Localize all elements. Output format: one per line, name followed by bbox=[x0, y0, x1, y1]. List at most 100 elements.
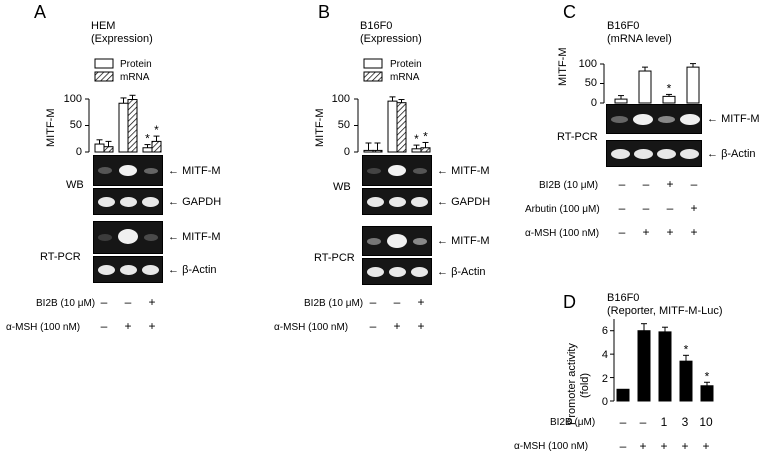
treat-sign: + bbox=[690, 201, 698, 215]
treat-sign: – bbox=[100, 319, 108, 333]
y-axis-label: MITF-M bbox=[45, 109, 57, 147]
rt-pcr-label: RT-PCR bbox=[314, 252, 355, 264]
treat-sign: + bbox=[702, 439, 710, 453]
blot-mitf-m-rt bbox=[606, 104, 702, 134]
legend-mrna-swatch bbox=[363, 71, 383, 82]
blot-label-mitf-m-rt: ← MITF-M bbox=[168, 231, 221, 243]
treat-msh-label: α-MSH (100 nM) bbox=[6, 322, 81, 333]
legend-mrna-label: mRNA bbox=[120, 72, 150, 83]
panel-d-cell: B16F0 bbox=[607, 292, 640, 304]
blot-label-beta-actin: ← β-Actin bbox=[168, 264, 217, 276]
blot-label-mitf-m: ← MITF-M bbox=[707, 113, 760, 125]
panel-d-condition: (Reporter, MITF-M-Luc) bbox=[607, 305, 723, 317]
blot-label-beta-actin: ← β-Actin bbox=[707, 148, 756, 160]
treat-msh-label: α-MSH (100 nM) bbox=[525, 228, 600, 239]
treat-sign: – bbox=[369, 319, 377, 333]
treat-sign: – bbox=[619, 415, 627, 429]
wb-label: WB bbox=[333, 181, 351, 193]
panel-a-cell: HEM bbox=[91, 20, 116, 32]
treat-bi2b-label: BI2B (μM) bbox=[550, 417, 596, 428]
blot-label-gapdh: ← GAPDH bbox=[437, 196, 491, 208]
treat-sign: + bbox=[666, 225, 674, 239]
y-tick-label: 50 bbox=[585, 77, 597, 89]
legend-protein-swatch bbox=[363, 58, 383, 69]
treat-sign: – bbox=[393, 295, 401, 309]
treat-sign: + bbox=[642, 225, 650, 239]
treat-sign: + bbox=[417, 295, 425, 309]
treat-sign: + bbox=[666, 177, 674, 191]
blot-gapdh-wb bbox=[93, 188, 163, 215]
treat-sign: 10 bbox=[699, 415, 713, 429]
blot-beta-actin-rt bbox=[606, 140, 702, 167]
bar bbox=[679, 360, 693, 402]
panel-c-cell: B16F0 bbox=[607, 20, 640, 32]
panel-d-letter: D bbox=[563, 292, 576, 312]
bar bbox=[637, 330, 651, 402]
blot-gapdh-wb bbox=[362, 188, 432, 215]
treat-bi2b-label: BI2B (10 μM) bbox=[36, 298, 96, 309]
y-tick-label: 0 bbox=[76, 146, 82, 158]
panel-b-letter: B bbox=[318, 2, 331, 22]
y-tick-label: 100 bbox=[64, 93, 82, 105]
treat-sign: + bbox=[148, 295, 156, 309]
treat-msh-label: α-MSH (100 nM) bbox=[514, 441, 589, 452]
treat-sign: – bbox=[666, 201, 674, 215]
treat-bi2b-label: BI2B (10 μM) bbox=[539, 180, 599, 191]
y-tick-label: 50 bbox=[338, 119, 350, 131]
panel-b-condition: (Expression) bbox=[360, 33, 422, 45]
blot-label-mitf-m: ← MITF-M bbox=[437, 165, 490, 177]
blot-mitf-m-rt bbox=[93, 221, 163, 254]
blot-label-beta-actin: ← β-Actin bbox=[437, 266, 486, 278]
treat-arbutin-label: Arbutin (100 μM) bbox=[525, 204, 600, 215]
blot-label-gapdh: ← GAPDH bbox=[168, 196, 222, 208]
panel-c-letter: C bbox=[563, 2, 576, 22]
y-axis-label-unit: (fold) bbox=[579, 373, 591, 398]
y-tick-label: 4 bbox=[602, 349, 608, 361]
panel-c-condition: (mRNA level) bbox=[607, 33, 672, 45]
panel-a-condition: (Expression) bbox=[91, 33, 153, 45]
blot-mitf-m-wb bbox=[362, 155, 432, 186]
significance-star: * bbox=[423, 129, 428, 143]
blot-mitf-m-rt bbox=[362, 226, 432, 256]
y-tick-label: 100 bbox=[579, 58, 597, 70]
treat-sign: + bbox=[417, 319, 425, 333]
significance-star: * bbox=[684, 342, 689, 356]
significance-star: * bbox=[414, 132, 419, 146]
significance-star: * bbox=[667, 81, 672, 95]
legend-protein-label: Protein bbox=[390, 59, 422, 70]
treat-sign: – bbox=[100, 295, 108, 309]
treat-sign: + bbox=[660, 439, 668, 453]
treat-sign: – bbox=[618, 177, 626, 191]
treat-sign: + bbox=[124, 319, 132, 333]
treat-sign: – bbox=[619, 439, 627, 453]
y-tick-label: 100 bbox=[332, 93, 350, 105]
y-tick-label: 2 bbox=[602, 373, 608, 385]
panel-b-cell: B16F0 bbox=[360, 20, 393, 32]
treat-sign: 3 bbox=[681, 415, 689, 429]
legend-mrna-swatch bbox=[94, 71, 114, 82]
rt-pcr-label: RT-PCR bbox=[40, 251, 81, 263]
treat-sign: – bbox=[642, 201, 650, 215]
y-tick-label: 0 bbox=[344, 146, 350, 158]
y-tick-label: 50 bbox=[70, 119, 82, 131]
treat-sign: – bbox=[618, 201, 626, 215]
rt-pcr-label: RT-PCR bbox=[557, 131, 598, 143]
treat-sign: + bbox=[639, 439, 647, 453]
legend-mrna-label: mRNA bbox=[390, 72, 420, 83]
y-axis-label: Promoter activity bbox=[566, 343, 578, 425]
y-axis-label: MITF-M bbox=[557, 48, 569, 86]
treat-sign: + bbox=[148, 319, 156, 333]
treat-sign: + bbox=[690, 225, 698, 239]
treat-sign: – bbox=[639, 415, 647, 429]
treat-sign: 1 bbox=[660, 415, 668, 429]
blot-mitf-m-wb bbox=[93, 155, 163, 186]
treat-sign: – bbox=[642, 177, 650, 191]
blot-label-mitf-m-rt: ← MITF-M bbox=[437, 235, 490, 247]
treat-msh-label: α-MSH (100 nM) bbox=[274, 322, 349, 333]
significance-star: * bbox=[145, 132, 150, 146]
bar bbox=[658, 331, 672, 402]
significance-star: * bbox=[154, 123, 159, 137]
y-axis-label: MITF-M bbox=[314, 109, 326, 147]
